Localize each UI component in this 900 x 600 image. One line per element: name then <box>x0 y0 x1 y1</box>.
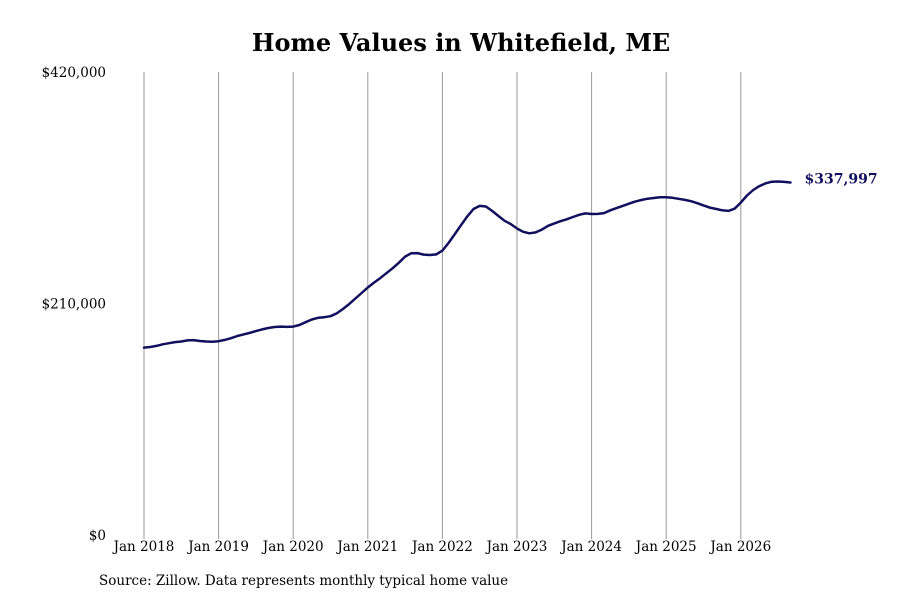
x-tick-label: Jan 2022 <box>410 539 473 555</box>
grid-lines <box>143 72 742 539</box>
chart-title: Home Values in Whitefield, ME <box>251 28 671 57</box>
y-axis-ticks: $0 $210,000 $420,000 <box>42 65 106 544</box>
x-tick-label: Jan 2026 <box>708 539 771 555</box>
x-tick-label: Jan 2024 <box>559 539 622 555</box>
y-tick-label: $0 <box>89 528 106 544</box>
end-value-label: $337,997 <box>805 171 878 187</box>
series-line <box>142 180 792 349</box>
y-tick-label: $420,000 <box>42 65 106 81</box>
y-tick-label: $210,000 <box>42 297 106 313</box>
x-axis-ticks: Jan 2018 Jan 2019 Jan 2020 Jan 2021 Jan 2022… <box>112 539 772 555</box>
x-tick-label: Jan 2021 <box>335 539 398 555</box>
x-tick-label: Jan 2025 <box>634 539 697 555</box>
x-tick-label: Jan 2018 <box>112 539 175 555</box>
x-tick-label: Jan 2019 <box>186 539 249 555</box>
x-tick-label: Jan 2023 <box>485 539 548 555</box>
x-tick-label: Jan 2020 <box>261 539 324 555</box>
source-note: Source: Zillow. Data represents monthly … <box>99 573 509 589</box>
